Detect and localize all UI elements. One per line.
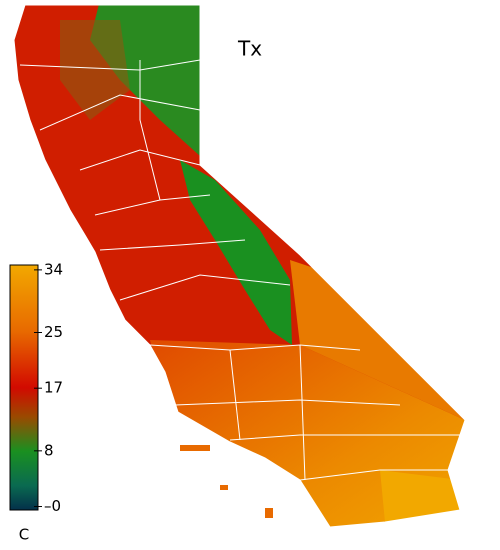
colorbar-tick-label: 17 [44,379,63,397]
colorbar [9,264,39,511]
colorbar-tick-label: –0 [44,497,61,515]
islands [180,445,273,518]
colorbar-tick-label: 8 [44,441,54,459]
map-title: Tx [237,37,262,61]
colorbar-unit: C [19,526,29,544]
county-borders [13,4,466,528]
colorbar-tick-label: 34 [44,260,63,278]
colorbar-tick-label: 25 [44,323,63,341]
colorbar-ticks: 34 25 17 8 –0 [34,260,63,515]
